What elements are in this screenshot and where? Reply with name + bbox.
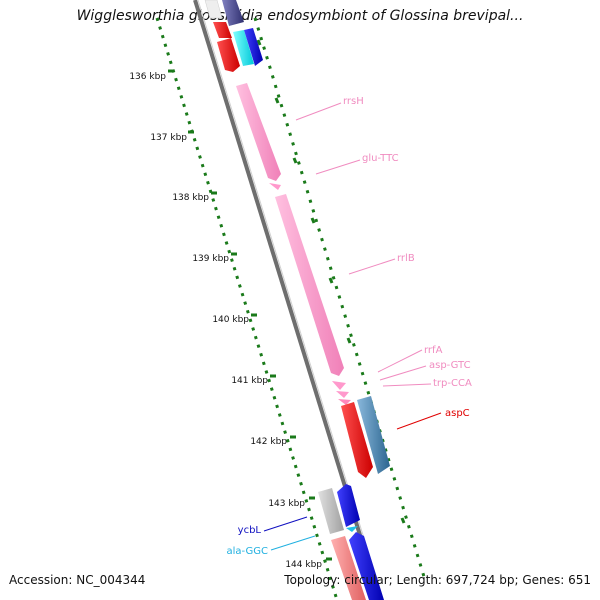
feature-trp-CCA	[338, 399, 351, 405]
outer-tick	[400, 517, 406, 524]
leader-rrfA	[377, 349, 423, 373]
gene-label-aspC: aspC	[445, 408, 470, 419]
feature-aspC	[357, 396, 390, 474]
ruler-dotted-line	[155, 17, 339, 600]
footer-topology: Topology: circular; Length: 697,724 bp; …	[284, 573, 591, 587]
gene-label-rrlB: rrlB	[397, 253, 415, 264]
feature-rrlB	[275, 194, 344, 376]
feature-glu-TTC	[269, 183, 281, 190]
feature-cds-cyan	[233, 30, 254, 66]
leader-rrsH	[295, 102, 342, 121]
feature-cds-navy-top	[222, 0, 244, 26]
tick-137: 137 kbp	[150, 130, 194, 143]
gene-label-asp-GTC: asp-GTC	[429, 360, 471, 371]
feature-rrsH	[236, 83, 281, 181]
leader-rrlB	[348, 258, 396, 275]
features-inner[interactable]	[204, 0, 373, 600]
tick-144: 144 kbp	[285, 557, 332, 570]
features-outer[interactable]	[222, 0, 390, 600]
outer-tick	[274, 97, 280, 104]
feature-cds-red-arrow	[217, 38, 240, 72]
feature-cds-salmon	[331, 536, 366, 600]
leader-ala-GGC	[270, 535, 316, 551]
leader-lines	[263, 102, 442, 551]
tick-142: 142 kbp	[250, 435, 296, 447]
gene-label-ycbL: ycbL	[238, 525, 262, 536]
tick-label: 138 kbp	[172, 193, 209, 203]
feature-cds-darkblue-top	[244, 28, 263, 66]
gene-label-trp-CCA: trp-CCA	[433, 378, 472, 389]
tick-label: 141 kbp	[231, 376, 268, 386]
tick-label: 136 kbp	[129, 72, 166, 82]
gene-labels: rrsH glu-TTC rrlB rrfA asp-GTC trp-CCA a…	[227, 96, 472, 557]
tick-label: 140 kbp	[212, 315, 249, 325]
tick-141: 141 kbp	[231, 374, 276, 386]
tick-138: 138 kbp	[172, 191, 217, 203]
gene-label-glu-TTC: glu-TTC	[362, 153, 399, 164]
outer-tick	[346, 337, 352, 344]
tick-136: 136 kbp	[129, 69, 174, 82]
leader-asp-GTC	[379, 365, 427, 381]
feature-asp-GTC	[336, 391, 349, 398]
tick-label: 143 kbp	[268, 499, 305, 509]
outer-tick	[310, 217, 316, 224]
tick-140: 140 kbp	[212, 313, 257, 325]
map-title: Wigglesworthia glossinidia endosymbiont …	[76, 8, 524, 24]
feature-cds-red	[341, 402, 373, 478]
tick-label: 137 kbp	[150, 133, 187, 143]
leader-aspC	[396, 412, 442, 430]
tick-label: 142 kbp	[250, 437, 287, 447]
tick-143: 143 kbp	[268, 496, 315, 509]
tick-label: 139 kbp	[192, 254, 229, 264]
gene-label-rrfA: rrfA	[424, 345, 443, 356]
outer-tick	[292, 157, 298, 164]
feature-cds-white-top	[204, 0, 223, 19]
leader-ycbL	[263, 516, 308, 532]
tick-139: 139 kbp	[192, 252, 237, 264]
leader-trp-CCA	[382, 383, 432, 387]
feature-cds-red-top	[213, 22, 232, 38]
feature-rrfA	[332, 381, 346, 390]
tick-label: 144 kbp	[285, 560, 322, 570]
footer-accession: Accession: NC_004344	[9, 573, 146, 587]
feature-cds-blue-bottom	[349, 532, 384, 600]
gene-label-ala-GGC: ala-GGC	[227, 546, 269, 557]
outer-tick	[256, 39, 262, 46]
gene-label-rrsH: rrsH	[343, 96, 364, 107]
leader-glu-TTC	[315, 159, 361, 175]
outer-tick	[328, 277, 334, 284]
feature-ala-GGC	[346, 526, 358, 532]
feature-cds-blue-arrow	[337, 484, 360, 527]
feature-ycbL	[318, 488, 344, 534]
ruler-ticks: 136 kbp 137 kbp 138 kbp 139 kbp 140 kbp …	[129, 69, 332, 570]
